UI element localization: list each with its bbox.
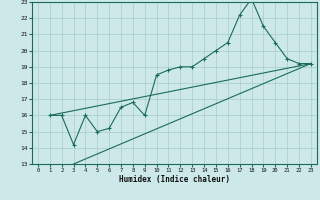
- X-axis label: Humidex (Indice chaleur): Humidex (Indice chaleur): [119, 175, 230, 184]
